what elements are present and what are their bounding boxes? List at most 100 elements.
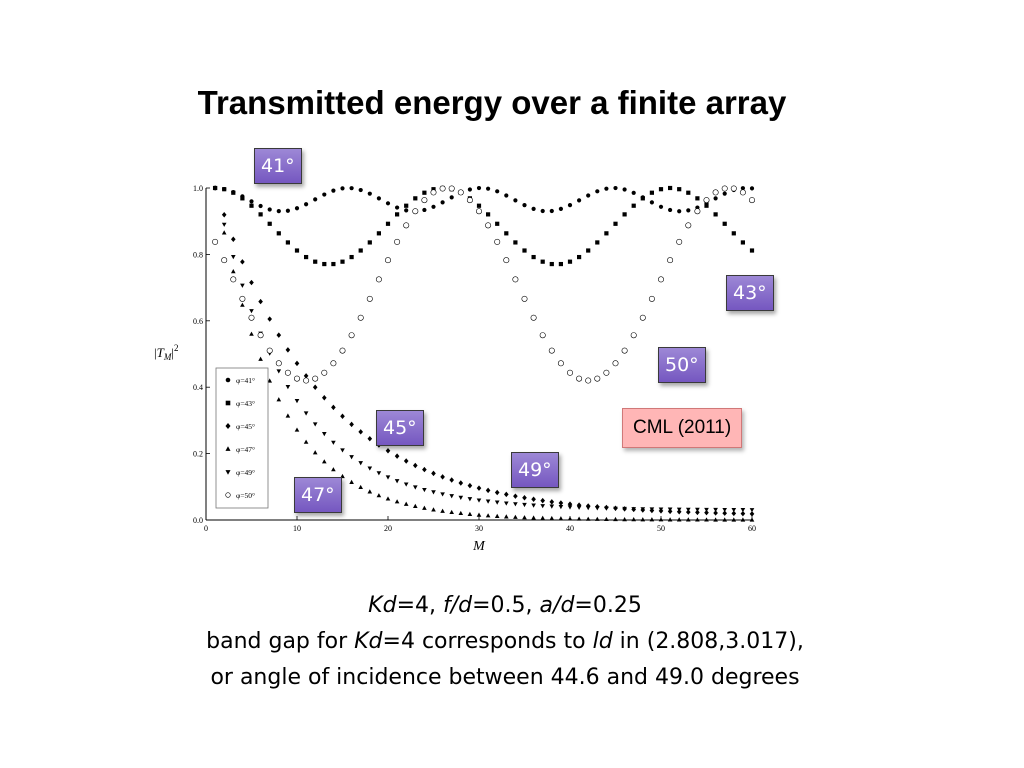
data-point-series-2: [513, 493, 518, 499]
data-point-series-3: [695, 517, 700, 522]
data-point-series-1: [422, 190, 427, 195]
data-point-series-0: [476, 185, 482, 191]
data-point-series-2: [267, 316, 273, 322]
data-point-series-1: [276, 231, 281, 236]
data-point-series-1: [285, 240, 290, 245]
data-point-series-1: [476, 203, 482, 208]
data-point-series-1: [513, 240, 518, 245]
angle-tag-41: 41°: [254, 148, 302, 184]
x-tick-label: 20: [384, 524, 392, 533]
x-tick-label: 60: [748, 524, 756, 533]
data-point-series-3: [558, 516, 564, 521]
data-point-series-5: [703, 197, 710, 204]
data-point-series-2: [294, 360, 300, 367]
legend-marker: [225, 423, 231, 429]
data-point-series-5: [748, 197, 755, 204]
data-point-series-0: [267, 207, 272, 212]
data-point-series-2: [440, 474, 445, 480]
data-point-series-3: [567, 516, 573, 521]
data-point-series-1: [413, 196, 418, 201]
data-point-series-3: [704, 517, 709, 522]
data-point-series-0: [595, 189, 600, 194]
data-point-series-5: [348, 332, 355, 339]
caption-line-1: Kd=4, f/d=0.5, a/d=0.25: [0, 588, 1010, 624]
data-point-series-1: [613, 221, 618, 226]
data-point-series-5: [594, 375, 601, 382]
citation-badge: CML (2011): [622, 408, 743, 448]
data-point-series-3: [549, 515, 555, 521]
data-point-series-5: [621, 347, 628, 354]
data-point-series-0: [404, 208, 409, 213]
data-point-series-0: [294, 206, 300, 211]
data-point-series-0: [495, 189, 500, 194]
data-point-series-3: [576, 516, 582, 521]
angle-tag-43: 43°: [726, 275, 774, 311]
data-point-series-3: [403, 501, 409, 506]
data-point-series-1: [231, 190, 236, 195]
data-point-series-5: [485, 222, 492, 229]
data-point-series-1: [304, 254, 309, 260]
data-point-series-4: [240, 283, 245, 288]
data-point-series-2: [695, 509, 700, 516]
data-point-series-0: [677, 209, 682, 214]
data-point-series-5: [375, 276, 382, 283]
data-point-series-2: [403, 458, 409, 464]
x-tick-label: 10: [293, 524, 301, 533]
data-point-series-3: [258, 356, 263, 361]
data-point-series-5: [212, 238, 219, 245]
fd-label: f/d: [443, 593, 473, 618]
data-point-series-2: [312, 384, 318, 390]
data-point-series-2: [258, 298, 263, 305]
data-point-series-3: [394, 499, 400, 504]
data-point-series-5: [339, 347, 346, 354]
data-point-series-5: [385, 257, 392, 264]
data-point-series-1: [540, 259, 545, 264]
data-point-series-2: [358, 429, 364, 435]
data-point-series-5: [557, 360, 564, 367]
data-point-series-5: [603, 369, 610, 376]
data-point-series-2: [749, 511, 755, 517]
y-tick-label: 0.8: [193, 250, 203, 259]
data-point-series-2: [503, 491, 509, 498]
data-point-series-5: [685, 222, 692, 229]
data-point-series-1: [385, 221, 391, 226]
data-point-series-1: [586, 248, 591, 253]
kd-value: =4,: [396, 593, 443, 618]
data-point-series-3: [294, 427, 300, 432]
data-point-series-5: [394, 238, 401, 245]
data-point-series-3: [240, 302, 245, 307]
data-point-series-2: [494, 489, 500, 496]
data-point-series-3: [631, 517, 637, 522]
data-point-series-1: [249, 203, 254, 208]
data-point-series-1: [376, 231, 381, 236]
data-point-series-5: [676, 238, 683, 245]
data-point-series-1: [358, 248, 363, 253]
data-point-series-3: [303, 439, 309, 444]
legend-marker: [225, 377, 231, 383]
data-point-series-4: [722, 507, 728, 513]
data-point-series-1: [322, 261, 327, 267]
caption: Kd=4, f/d=0.5, a/d=0.25 band gap for Kd=…: [0, 588, 1010, 696]
legend-marker: [225, 446, 231, 451]
data-point-series-5: [221, 257, 228, 264]
data-point-series-1: [349, 254, 354, 260]
data-point-series-2: [458, 480, 464, 486]
data-point-series-3: [649, 517, 655, 522]
data-point-series-4: [412, 485, 418, 490]
data-point-series-2: [540, 497, 546, 504]
data-point-series-0: [531, 206, 536, 212]
data-point-series-3: [604, 516, 609, 522]
data-point-series-3: [376, 493, 382, 498]
data-point-series-4: [367, 466, 373, 471]
data-point-series-3: [467, 511, 473, 516]
data-point-series-0: [649, 200, 654, 205]
data-point-series-1: [294, 248, 300, 253]
data-point-series-3: [522, 515, 527, 520]
data-point-series-3: [658, 517, 664, 522]
data-point-series-5: [694, 208, 701, 215]
data-point-series-2: [449, 477, 455, 483]
data-point-series-4: [276, 369, 282, 374]
y-tick-label: 0.0: [193, 516, 203, 525]
data-point-series-5: [585, 377, 592, 384]
data-point-series-1: [704, 203, 709, 208]
